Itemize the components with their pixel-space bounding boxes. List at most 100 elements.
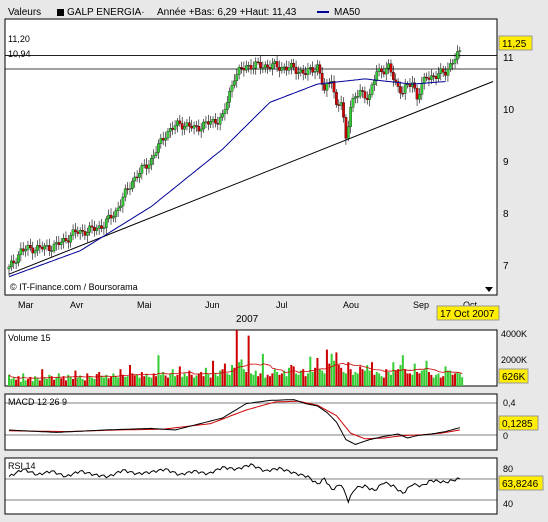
candle-body bbox=[66, 240, 70, 243]
volume-bar bbox=[427, 372, 430, 386]
volume-bar bbox=[368, 370, 371, 386]
candle-body bbox=[114, 210, 118, 217]
volume-bar bbox=[392, 362, 395, 386]
volume-bar bbox=[219, 370, 222, 386]
candle-body bbox=[292, 63, 296, 68]
macd-line bbox=[8, 399, 460, 445]
candle-body bbox=[95, 228, 99, 231]
candle-body bbox=[349, 106, 352, 127]
candle-body bbox=[249, 64, 253, 70]
volume-bar bbox=[223, 363, 226, 386]
volume-bar bbox=[454, 373, 457, 386]
candle-body bbox=[351, 98, 355, 108]
volume-bar bbox=[17, 376, 20, 386]
candle-body bbox=[166, 131, 170, 139]
volume-bar bbox=[131, 373, 134, 386]
volume-bar bbox=[408, 373, 411, 386]
candle-body bbox=[131, 180, 134, 189]
candle-body bbox=[344, 117, 348, 139]
candle-body bbox=[282, 66, 286, 69]
candle-body bbox=[102, 227, 106, 229]
candle-body bbox=[126, 188, 129, 190]
volume-bar bbox=[138, 377, 141, 386]
rsi-line bbox=[8, 463, 460, 504]
month-label-sep: Sep bbox=[413, 300, 429, 310]
volume-bar bbox=[62, 376, 65, 386]
candle-body bbox=[38, 245, 42, 248]
candle-body bbox=[266, 64, 269, 68]
candle-body bbox=[211, 119, 215, 122]
volume-bar bbox=[114, 376, 117, 386]
volume-bar bbox=[36, 378, 39, 386]
volume-bar bbox=[221, 369, 224, 386]
candle-body bbox=[33, 250, 37, 254]
candle-body bbox=[320, 73, 324, 85]
rsi-tick-40: 40 bbox=[503, 499, 513, 509]
candle-body bbox=[323, 84, 326, 91]
volume-bar bbox=[19, 381, 22, 386]
support-trendline bbox=[8, 81, 494, 275]
macd-plot-area bbox=[4, 393, 498, 451]
candle-body bbox=[437, 73, 440, 79]
volume-bar bbox=[112, 373, 115, 386]
volume-bar bbox=[164, 375, 167, 386]
volume-bar bbox=[12, 377, 15, 386]
volume-bar bbox=[26, 379, 29, 386]
candle-body bbox=[161, 138, 165, 141]
current-macd-box bbox=[498, 415, 539, 431]
scroll-down-icon[interactable] bbox=[485, 287, 493, 292]
volume-bar bbox=[330, 353, 333, 386]
volume-bar bbox=[10, 379, 13, 386]
volume-bar bbox=[430, 374, 433, 386]
volume-bar bbox=[340, 367, 343, 386]
volume-bar bbox=[261, 353, 264, 386]
candle-body bbox=[235, 74, 239, 82]
volume-bar bbox=[290, 365, 293, 386]
volume-bar bbox=[74, 370, 77, 386]
candle-body bbox=[432, 75, 436, 77]
candle-body bbox=[116, 207, 120, 212]
volume-bar bbox=[273, 369, 276, 386]
candle-body bbox=[97, 225, 101, 229]
volume-bar bbox=[247, 335, 250, 386]
candle-body bbox=[168, 128, 172, 132]
year-label: 2007 bbox=[236, 314, 259, 325]
price-extra-lines bbox=[8, 81, 494, 275]
candle-body bbox=[337, 104, 341, 106]
candle-body bbox=[318, 64, 322, 74]
candle-body bbox=[128, 188, 132, 190]
candle-body bbox=[12, 260, 16, 264]
candle-body bbox=[441, 68, 445, 73]
candle-body bbox=[240, 67, 243, 69]
candle-body bbox=[289, 63, 293, 68]
candle-body bbox=[387, 63, 390, 69]
candle-body bbox=[382, 71, 386, 75]
current-date-label: 17 Oct 2007 bbox=[440, 309, 495, 320]
volume-panel: Volume 15 4000K 2000K 626K bbox=[4, 329, 529, 387]
month-axis: Mar Avr Mai Jun Jul Aou Sep Oct 2007 17 … bbox=[18, 300, 500, 325]
volume-bar bbox=[278, 374, 281, 386]
volume-bar bbox=[361, 369, 364, 386]
volume-bar bbox=[102, 377, 105, 386]
volume-bar bbox=[119, 369, 122, 386]
volume-bar bbox=[321, 370, 324, 386]
volume-bar bbox=[233, 367, 236, 386]
candle-body bbox=[31, 247, 35, 254]
candle-body bbox=[268, 67, 272, 70]
candle-body bbox=[458, 50, 462, 52]
volume-bar bbox=[55, 377, 58, 386]
volume-bar bbox=[280, 373, 283, 386]
candle-body bbox=[261, 67, 265, 69]
volume-bar bbox=[352, 374, 355, 386]
header-label: Valeurs bbox=[8, 7, 41, 18]
month-label-aou: Aou bbox=[343, 300, 359, 310]
candle-body bbox=[252, 67, 255, 70]
candle-body bbox=[418, 94, 421, 100]
volume-bar bbox=[129, 365, 131, 386]
volume-bar bbox=[380, 376, 383, 386]
candle-body bbox=[150, 158, 153, 166]
volume-bar bbox=[235, 330, 238, 386]
candle-body bbox=[47, 245, 51, 251]
volume-bar bbox=[34, 376, 37, 386]
